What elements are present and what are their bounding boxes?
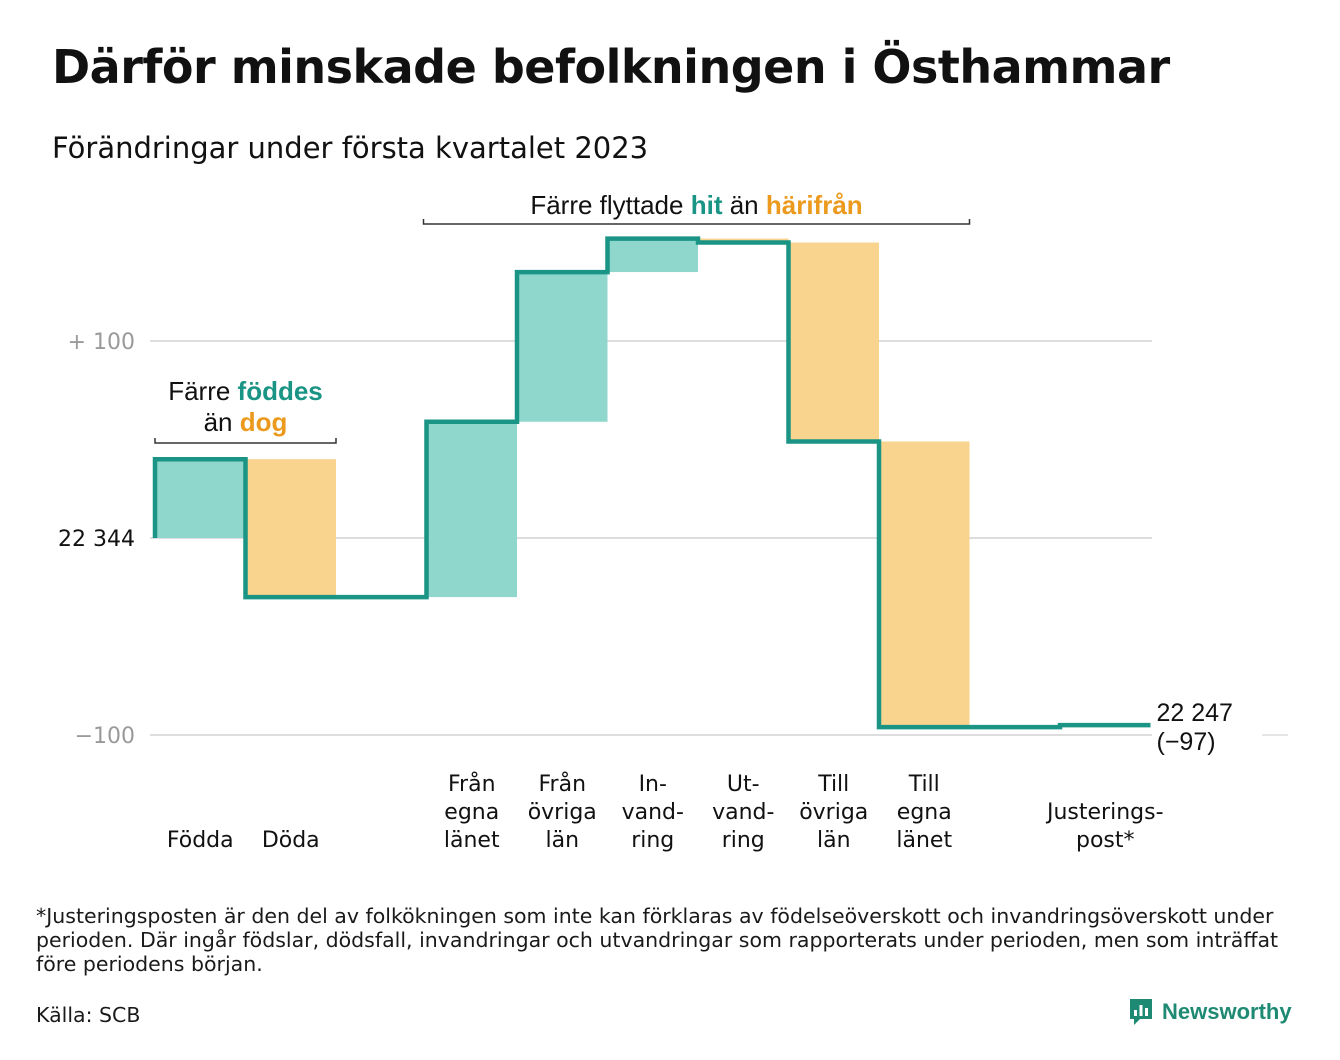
x-tick-label: Ut- — [727, 772, 760, 797]
end-change-label: (−97) — [1157, 728, 1216, 756]
increase-bar — [426, 421, 517, 598]
x-tick-label: egna — [897, 800, 952, 825]
annotation-births-line2: än dog — [204, 407, 288, 437]
y-tick-label: −100 — [75, 724, 135, 749]
annotation-part: Färre — [168, 376, 237, 406]
x-tick-label: länet — [444, 828, 500, 853]
chart-title: Därför minskade befolkningen i Östhammar — [52, 40, 1170, 94]
x-tick-label: övriga — [528, 800, 597, 825]
annotation-part: hit — [691, 190, 723, 220]
x-tick-label: län — [817, 828, 851, 853]
annotation-births-line1: Färre föddes — [168, 376, 323, 406]
x-tick-label: Från — [448, 771, 496, 797]
x-tick-label: län — [545, 828, 579, 853]
x-tick-label: ring — [722, 828, 765, 853]
x-tick-label: Födda — [167, 828, 234, 853]
chart-subtitle: Förändringar under första kvartalet 2023 — [52, 131, 649, 165]
y-tick-label: + 100 — [68, 330, 135, 355]
x-tick-label: Justerings- — [1045, 800, 1164, 825]
x-tick-label: post* — [1076, 828, 1135, 853]
brand-name: Newsworthy — [1162, 999, 1292, 1024]
annotation-part: dog — [240, 407, 288, 437]
x-tick-label: Till — [817, 772, 849, 797]
decrease-bar — [245, 459, 336, 598]
increase-bar — [155, 459, 246, 538]
start-value-label: 22 344 — [58, 527, 135, 552]
cumulative-step-line — [152, 236, 1151, 730]
annotation-part: föddes — [238, 376, 323, 406]
annotation-bracket — [422, 219, 971, 225]
x-tick-label: Till — [908, 772, 940, 797]
x-tick-label: Från — [538, 771, 586, 797]
x-tick-label: vand- — [712, 800, 774, 825]
x-tick-label: Döda — [262, 828, 320, 853]
x-tick-label: övriga — [799, 800, 868, 825]
x-tick-label: egna — [444, 800, 499, 825]
waterfall-chart: + 100 22 344 −100 22 247(−97) Födda Döda Från e… — [58, 190, 1288, 853]
annotation-part: än — [722, 190, 765, 220]
increase-bar — [517, 272, 608, 422]
x-tick-label: vand- — [622, 800, 684, 825]
brand-logo: Newsworthy — [1128, 997, 1292, 1027]
decrease-bar — [788, 242, 879, 442]
x-tick-label: ring — [631, 828, 674, 853]
increase-bar — [607, 238, 698, 273]
annotation-part: härifrån — [766, 190, 863, 220]
x-tick-label: In- — [639, 772, 667, 797]
annotation-part: än — [204, 407, 240, 437]
source-note: Källa: SCB — [36, 1003, 141, 1027]
end-value-label: 22 247 — [1157, 699, 1233, 727]
annotation-moves: Färre flyttade hit än härifrån — [530, 190, 862, 220]
decrease-bar — [879, 441, 970, 728]
annotation-bracket — [154, 438, 337, 444]
footnote: *Justeringsposten är den del av folkökni… — [36, 904, 1279, 976]
x-tick-label: länet — [896, 828, 952, 853]
annotation-part: Färre flyttade — [530, 190, 690, 220]
newsworthy-icon — [1130, 999, 1152, 1025]
